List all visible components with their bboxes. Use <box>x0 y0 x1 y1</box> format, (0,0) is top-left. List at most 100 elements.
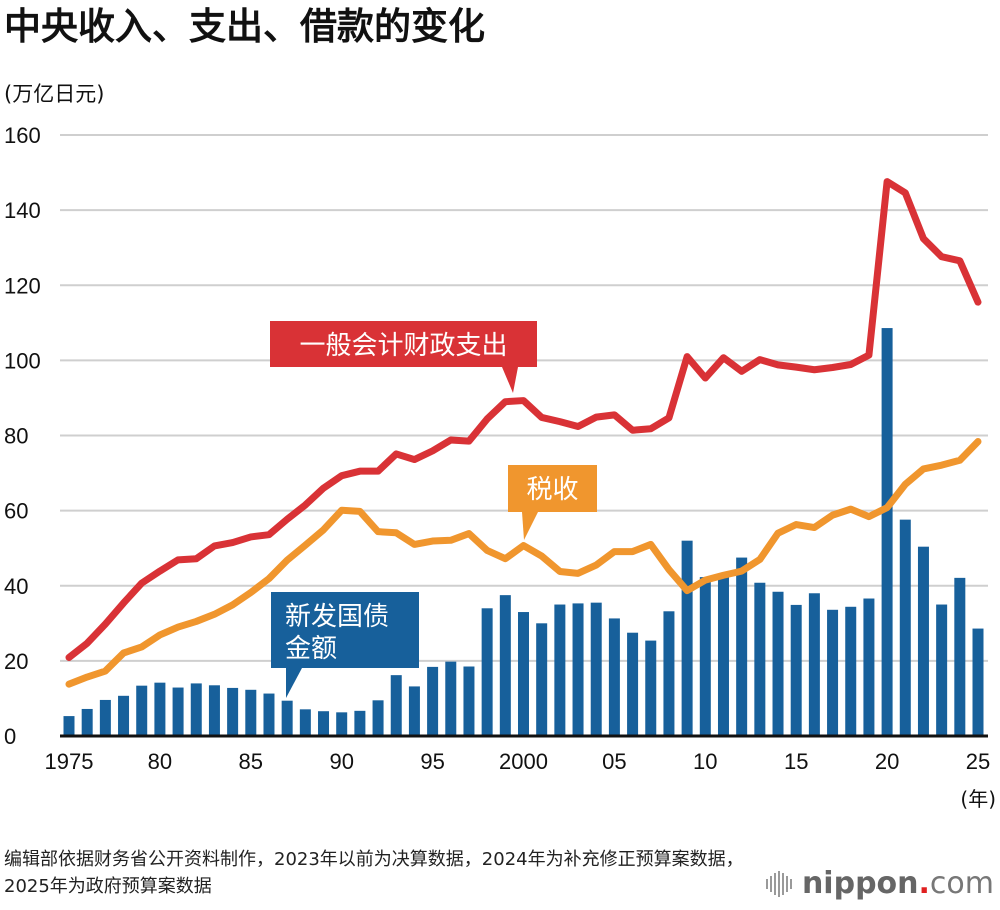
bond-bar <box>172 687 184 736</box>
bond-bar <box>463 666 475 736</box>
bond-bar <box>408 686 420 736</box>
bond-bar <box>754 582 766 736</box>
bond-bar <box>681 540 693 736</box>
series-label-text: 一般会计财政支出 <box>299 331 507 361</box>
bond-bar <box>227 687 239 736</box>
bond-bar <box>736 557 748 736</box>
logo-name: nippon <box>801 866 919 901</box>
bond-bar <box>63 716 75 736</box>
series-label-text: 金额 <box>285 634 337 664</box>
bond-bar <box>899 519 911 736</box>
tax-callout-box <box>508 465 597 512</box>
x-axis-unit-label: (年) <box>960 787 996 811</box>
bond-bar <box>863 598 875 736</box>
bond-bar <box>554 604 566 736</box>
x-tick-label: 85 <box>239 749 263 774</box>
y-tick-label: 80 <box>4 424 28 449</box>
bond-bar <box>936 604 948 736</box>
chart-canvas: 0 20 40 60 80 100 120 140 160 1975 80 85 90 95 2000 05… <box>4 123 996 811</box>
x-tick-label: 95 <box>420 749 444 774</box>
x-tick-label: 80 <box>148 749 172 774</box>
bond-bar <box>536 623 548 736</box>
y-tick-label: 0 <box>4 724 16 749</box>
bond-bar <box>372 700 384 736</box>
bond-bar <box>590 602 602 736</box>
bond-bar <box>608 618 620 736</box>
tax-revenue-line <box>65 438 982 688</box>
bond-bar <box>354 710 366 736</box>
x-tick-label: 1975 <box>45 749 94 774</box>
bond-bar <box>645 640 657 736</box>
x-tick-label: 25 <box>966 749 990 774</box>
bond-bar <box>808 593 820 736</box>
logo-tld: com <box>929 866 994 901</box>
expenditure-callout-box <box>270 321 537 367</box>
bond-bar <box>318 711 330 736</box>
x-tick-label: 90 <box>329 749 353 774</box>
bond-bar <box>845 606 857 736</box>
bond-bar <box>81 708 93 736</box>
y-tick-label: 140 <box>4 198 41 223</box>
logo-dot: . <box>918 866 930 901</box>
bond-bar <box>572 603 584 736</box>
bond-bar <box>699 577 711 736</box>
bond-bar <box>972 628 984 736</box>
y-tick-label: 160 <box>4 123 41 148</box>
x-axis-ticks: 1975 80 85 90 95 2000 05 10 15 20 25 <box>45 749 991 774</box>
series-label-text: 税收 <box>526 475 578 505</box>
expenditure-callout: 一般会计财政支出 <box>270 321 537 393</box>
bond-bar <box>118 695 130 736</box>
bond-bar <box>518 612 529 736</box>
bond-bar <box>772 591 784 736</box>
series-label-text: 新发国债 <box>285 602 389 632</box>
x-tick-label: 15 <box>784 749 808 774</box>
bond-bar <box>99 699 111 736</box>
tax-callout: 税收 <box>508 465 597 540</box>
bond-bar <box>245 689 257 736</box>
x-tick-label: 2000 <box>499 749 548 774</box>
bond-bar <box>263 693 275 736</box>
bond-bar <box>190 683 202 736</box>
x-tick-label: 10 <box>693 749 717 774</box>
bonds-callout-box <box>271 592 419 668</box>
bond-bar <box>917 546 929 736</box>
bond-bar <box>827 609 839 736</box>
bond-bar <box>281 700 293 736</box>
bond-bar <box>390 675 402 736</box>
bond-bar <box>208 685 220 736</box>
bond-bar <box>336 712 348 736</box>
source-note: 编辑部依据财务省公开资料制作，2023年以前为决算数据，2024年为补充修正预算… <box>4 849 744 897</box>
bond-bar <box>499 595 511 736</box>
line-series <box>65 178 982 688</box>
bond-bar <box>790 604 802 736</box>
y-tick-label: 20 <box>4 649 28 674</box>
tax-callout-pointer <box>522 512 538 540</box>
y-tick-label: 120 <box>4 273 41 298</box>
expenditure-line <box>65 178 982 661</box>
y-tick-label: 40 <box>4 574 28 599</box>
x-tick-label: 05 <box>602 749 626 774</box>
bond-bar <box>445 661 457 736</box>
bond-bar <box>717 575 729 736</box>
bond-bar <box>299 709 311 736</box>
bonds-callout-pointer <box>286 668 302 698</box>
y-axis-ticks: 0 20 40 60 80 100 120 140 160 <box>4 123 41 749</box>
expenditure-callout-pointer <box>502 367 518 393</box>
bond-bar <box>481 608 493 736</box>
bond-bar <box>427 666 439 736</box>
y-tick-label: 100 <box>4 348 41 373</box>
x-tick-label: 20 <box>875 749 899 774</box>
bond-bar <box>154 682 166 736</box>
bond-bar <box>136 685 148 736</box>
bond-bar <box>627 632 639 736</box>
y-tick-label: 60 <box>4 499 28 524</box>
chart-title: 中央收入、支出、借款的变化 <box>4 5 485 48</box>
bond-issuance-bars <box>63 328 984 736</box>
logo-soundwave-icon <box>765 870 792 897</box>
bond-bar <box>881 328 893 736</box>
bond-bar <box>954 577 966 736</box>
nippon-logo: nippon. com <box>765 866 994 901</box>
y-axis-unit-label: (万亿日元) <box>4 82 105 106</box>
